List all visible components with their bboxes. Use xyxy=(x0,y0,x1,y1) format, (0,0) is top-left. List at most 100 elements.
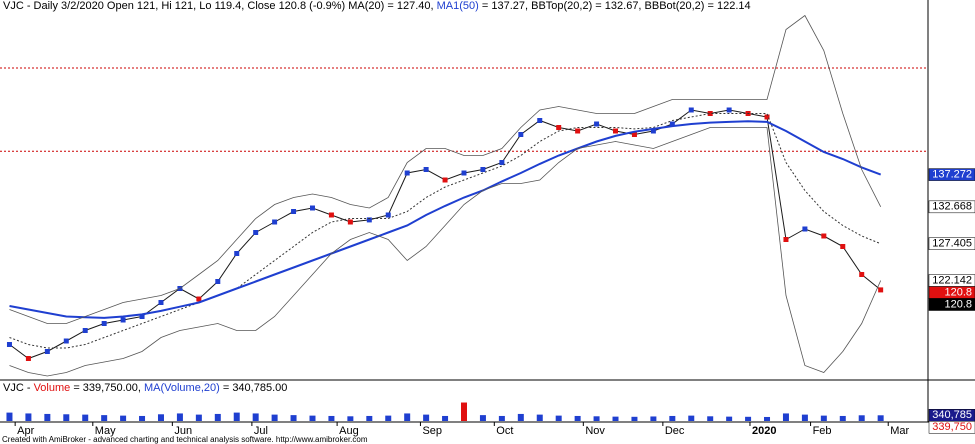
x-tick-label: Aug xyxy=(339,425,359,437)
title-part: = 340,785.00 xyxy=(220,382,288,394)
value-box-label: 339,750 xyxy=(932,421,972,433)
price-marker xyxy=(783,237,789,242)
title-part: VJC - Daily 3/2/2020 Open 121, Hi 121, L… xyxy=(3,0,437,12)
volume-bar xyxy=(669,415,676,421)
price-marker xyxy=(499,160,505,165)
volume-bar xyxy=(214,413,221,421)
price-marker xyxy=(802,226,808,232)
volume-bar xyxy=(782,413,789,421)
volume-bar xyxy=(839,415,846,421)
value-box-label: 127.405 xyxy=(932,238,972,250)
price-marker xyxy=(82,328,88,333)
volume-bar xyxy=(801,414,808,421)
volume-bar xyxy=(688,415,695,421)
title-part: Volume xyxy=(34,382,71,394)
price-marker xyxy=(878,287,884,293)
price-marker xyxy=(253,230,259,235)
x-tick-label: Dec xyxy=(665,425,685,437)
volume-bar xyxy=(309,415,316,421)
volume-bar xyxy=(404,413,411,421)
price-marker xyxy=(234,251,240,256)
x-tick-label: Apr xyxy=(17,425,34,437)
price-marker xyxy=(707,111,713,116)
volume-bar xyxy=(101,415,108,421)
volume-bar xyxy=(366,415,373,421)
volume-bar xyxy=(63,414,70,421)
price-marker xyxy=(139,314,145,319)
price-marker xyxy=(215,279,221,284)
price-marker xyxy=(859,272,865,277)
indicator-line xyxy=(9,127,882,377)
indicator-line xyxy=(9,14,882,324)
price-marker xyxy=(669,121,675,127)
volume-bar xyxy=(726,416,733,421)
price-marker xyxy=(6,342,12,347)
title-part: = 339,750.00, xyxy=(70,382,144,394)
x-tick-label: Nov xyxy=(585,425,605,437)
value-box-label: 120.8 xyxy=(944,286,972,298)
x-tick-label: Jun xyxy=(174,425,192,437)
volume-bar xyxy=(820,415,827,421)
volume-bar xyxy=(631,416,638,421)
volume-bar xyxy=(328,415,335,421)
title-part: VJC - xyxy=(3,382,34,394)
volume-bar xyxy=(120,415,127,421)
volume-bar xyxy=(290,415,297,421)
footer: Created with AmiBroker - advanced charti… xyxy=(2,435,368,444)
volume-bar xyxy=(461,402,467,421)
title-part: MA1(50) xyxy=(437,0,479,12)
price-marker xyxy=(575,128,581,134)
price-marker xyxy=(366,217,372,223)
pane-title: VJC - Volume = 339,750.00, MA(Volume,20)… xyxy=(3,382,287,394)
volume-bar xyxy=(745,416,752,421)
volume-bar xyxy=(157,414,164,421)
price-marker xyxy=(537,118,543,123)
price-marker xyxy=(840,244,846,249)
pane-title: VJC - Daily 3/2/2020 Open 121, Hi 121, L… xyxy=(3,0,751,12)
volume-bar xyxy=(858,415,865,421)
price-marker xyxy=(347,219,353,225)
price-marker xyxy=(613,128,619,134)
volume-bar xyxy=(764,416,771,421)
x-tick-label: May xyxy=(95,425,116,437)
price-marker xyxy=(688,107,694,113)
volume-bar xyxy=(498,415,505,421)
price-marker xyxy=(25,356,31,361)
volume-bar xyxy=(612,416,619,421)
price-marker xyxy=(442,177,448,183)
value-box-label: 122.142 xyxy=(932,274,972,286)
price-marker xyxy=(821,233,827,239)
price-marker xyxy=(158,300,164,305)
value-box-label: 340,785 xyxy=(932,409,972,421)
volume-bar xyxy=(139,415,146,421)
price-marker xyxy=(726,107,732,113)
value-box xyxy=(928,421,975,434)
price-marker xyxy=(101,321,107,326)
price-marker xyxy=(44,349,50,354)
volume-bar xyxy=(517,413,524,421)
price-marker xyxy=(461,170,467,176)
x-tick-label: Oct xyxy=(496,425,513,437)
x-tick-label: 2020 xyxy=(752,425,776,437)
volume-bar xyxy=(555,415,562,421)
price-marker xyxy=(423,167,429,172)
volume-bar xyxy=(25,413,32,421)
value-box-label: 132.668 xyxy=(932,201,972,213)
volume-bar xyxy=(536,414,543,421)
volume-bar xyxy=(233,412,240,421)
volume-bar xyxy=(44,413,51,421)
price-marker xyxy=(556,125,562,130)
price-marker xyxy=(291,209,297,214)
volume-bar xyxy=(650,416,657,421)
volume-bar xyxy=(82,414,89,421)
volume-bar xyxy=(195,414,202,421)
price-marker xyxy=(120,317,126,323)
x-tick-label: Feb xyxy=(813,425,832,437)
price-marker xyxy=(480,167,486,172)
value-box-label: 137.272 xyxy=(932,169,972,181)
price-marker xyxy=(328,212,334,218)
title-part: MA(Volume,20) xyxy=(144,382,220,394)
value-box xyxy=(928,200,975,214)
